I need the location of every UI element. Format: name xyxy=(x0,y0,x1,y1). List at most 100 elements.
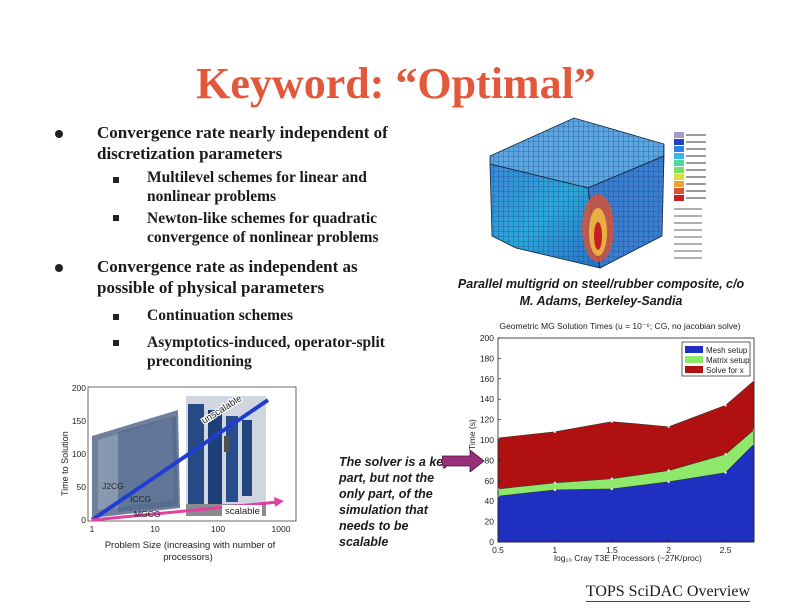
sub-bullet-2-1: Continuation schemes xyxy=(147,306,293,325)
mesh-top-face-grid xyxy=(490,118,664,188)
series-point xyxy=(610,420,613,423)
series-point xyxy=(724,471,727,474)
chart-x-label: log₁₀ Cray T3E Processors (~27K/proc) xyxy=(554,553,702,563)
series-point xyxy=(553,488,557,492)
caption-line: Parallel multigrid on steel/rubber compo… xyxy=(457,277,745,291)
bullet-2-line-2: possible of physical parameters xyxy=(97,278,325,297)
y-tick-label: 80 xyxy=(485,455,495,465)
series-point xyxy=(667,480,670,484)
scaling-x-tick-label: 1000 xyxy=(272,524,291,534)
solver-callout: The solver is a key part, but not the on… xyxy=(339,454,450,550)
scaling-y-label: Time to Solution xyxy=(60,431,70,496)
y-tick-label: 160 xyxy=(480,374,494,384)
mesh-legend-note xyxy=(674,257,702,259)
mesh-legend-tick xyxy=(686,134,706,136)
y-tick-label: 200 xyxy=(480,333,494,343)
series-point xyxy=(553,481,557,485)
mesh-legend-swatch xyxy=(674,160,684,166)
chart-y-ticks: 0 20 40 60 80 100 120 140 160 180 200 xyxy=(480,333,501,547)
mesh-image xyxy=(489,117,706,269)
y-tick-label: 60 xyxy=(485,476,495,486)
sub-bullet-line: Multilevel schemes for linear and xyxy=(147,169,367,186)
mesh-caption: Parallel multigrid on steel/rubber compo… xyxy=(430,276,772,310)
mesh-legend-tick xyxy=(686,176,706,178)
scaling-x-label-line-1: Problem Size (increasing with number of xyxy=(105,540,276,551)
series-point xyxy=(610,477,613,480)
bullet-1-text: Convergence rate nearly independent of d… xyxy=(97,122,388,164)
sub-bullet-marker xyxy=(113,340,119,346)
scaling-x-label-line-2: processors) xyxy=(163,552,213,563)
unscalable-curve xyxy=(90,398,270,522)
legend-label: Mesh setup xyxy=(706,346,748,355)
scaling-x-ticks: 1 10 100 1000 xyxy=(90,524,291,534)
mesh-legend-swatch xyxy=(674,181,684,187)
mesh-legend-swatch xyxy=(674,146,684,152)
scaling-y-tick-label: 150 xyxy=(72,416,86,426)
y-tick-label: 20 xyxy=(485,517,495,527)
chart-y-label: Time (s) xyxy=(467,419,477,450)
scaling-chart: 0 50 100 150 200 1 10 100 1000 Time to Solution… xyxy=(60,383,297,563)
sub-bullet-line: preconditioning xyxy=(147,353,252,370)
series-point xyxy=(724,404,727,407)
scaling-x-tick-label: 100 xyxy=(211,524,225,534)
scaling-x-tick-label: 10 xyxy=(150,524,160,534)
mesh-legend-tick xyxy=(686,155,706,157)
scalable-arrowhead xyxy=(274,497,284,507)
sub-bullet-2-2: Asymptotics-induced, operator-split prec… xyxy=(147,333,385,371)
scalable-label: scalable xyxy=(225,506,260,517)
footer-title: TOPS SciDAC Overview xyxy=(585,583,750,602)
mesh-legend-tick xyxy=(686,141,706,143)
x-tick-label: 1 xyxy=(553,545,558,555)
sub-bullet-line: convergence of nonlinear problems xyxy=(147,229,379,246)
callout-line: scalable xyxy=(339,535,389,549)
scaling-y-ticks: 0 50 100 150 200 xyxy=(72,383,86,525)
sub-bullet-line: Newton-like schemes for quadratic xyxy=(147,210,378,227)
bullet-dot xyxy=(55,264,63,272)
y-tick-label: 180 xyxy=(480,353,494,363)
sub-bullet-marker xyxy=(113,215,119,221)
legend-swatch xyxy=(685,366,703,373)
scaling-y-tick-label: 100 xyxy=(72,449,86,459)
mesh-legend-tick xyxy=(686,162,706,164)
series-point xyxy=(610,487,613,491)
bullet-dot xyxy=(55,130,63,138)
legend-label: Solve for x xyxy=(706,366,744,375)
legend-label: Matrix setup xyxy=(706,356,750,365)
y-tick-label: 0 xyxy=(489,537,494,547)
slide-title: Keyword: “Optimal” xyxy=(196,59,596,108)
legend-swatch xyxy=(685,356,703,363)
scaling-y-tick-label: 200 xyxy=(72,383,86,393)
callout-line: simulation that xyxy=(339,503,428,517)
mesh-stress-zone xyxy=(594,222,602,250)
mesh-legend-swatch xyxy=(674,195,684,201)
callout-line: needs to be xyxy=(339,519,409,533)
machine-label-j2cg: J2CG xyxy=(102,481,124,491)
mesh-legend-note xyxy=(674,236,702,238)
mesh-legend-swatch xyxy=(674,174,684,180)
series-point xyxy=(724,453,727,456)
sub-bullet-line: Asymptotics-induced, operator-split xyxy=(147,334,385,351)
series-point xyxy=(667,469,670,472)
y-tick-label: 100 xyxy=(480,435,494,445)
machine-photo xyxy=(186,396,266,516)
mesh-legend-swatch xyxy=(674,139,684,145)
machine-label-mgcg: MGCG xyxy=(134,509,160,519)
mesh-legend-tick xyxy=(686,169,706,171)
callout-line: only part, of the xyxy=(339,487,433,501)
sub-bullet-1-1: Multilevel schemes for linear and nonlin… xyxy=(147,168,367,206)
bullet-1-line-1: Convergence rate nearly independent of xyxy=(97,123,388,142)
sub-bullet-marker xyxy=(113,314,119,320)
mesh-legend-tick xyxy=(686,183,706,185)
y-tick-label: 40 xyxy=(485,496,495,506)
bullet-1-line-2: discretization parameters xyxy=(97,144,283,163)
callout-line: The solver is a key xyxy=(339,455,451,469)
mesh-legend-swatch xyxy=(674,153,684,159)
scaling-y-tick-label: 50 xyxy=(77,482,87,492)
machine-label-iccg: ICCG xyxy=(130,494,151,504)
sub-bullet-line: nonlinear problems xyxy=(147,188,277,205)
caption-line: M. Adams, Berkeley-Sandia xyxy=(519,294,683,308)
mesh-legend-note xyxy=(674,229,702,231)
x-tick-label: 2 xyxy=(666,545,671,555)
y-tick-label: 140 xyxy=(480,394,494,404)
chart-x-ticks: 0.5 1 1.5 2 2.5 xyxy=(492,539,732,555)
